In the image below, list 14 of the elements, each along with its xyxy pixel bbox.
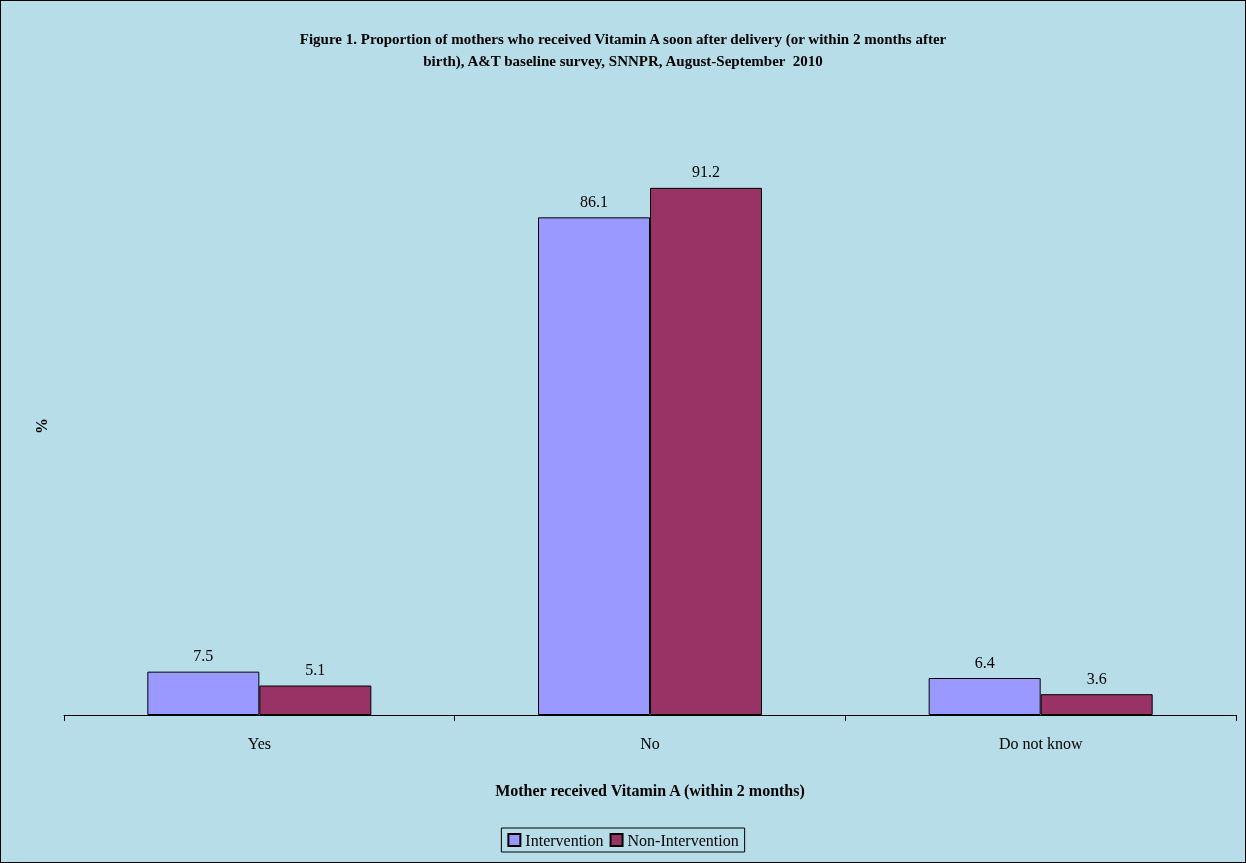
x-tick-label: No — [640, 734, 660, 752]
data-label: 86.1 — [580, 192, 608, 210]
data-label: 91.2 — [692, 163, 720, 181]
data-label: 7.5 — [193, 647, 214, 665]
data-label: 5.1 — [305, 661, 326, 679]
chart-title: Figure 1. Proportion of mothers who received Vitamin A soon after delivery (or within 2 months after birth), A&T baseline survey, SNNPR, August-September 2010 — [299, 31, 947, 70]
x-axis-title: Mother received Vitamin A (within 2 months) — [495, 781, 805, 800]
y-axis-title: % — [32, 418, 50, 434]
x-tick-label: Do not know — [998, 734, 1083, 752]
data-label: 6.4 — [974, 653, 995, 671]
data-label: 3.6 — [1086, 669, 1107, 687]
legend-label: Non-Intervention — [627, 831, 739, 849]
x-tick-label: Yes — [247, 734, 271, 752]
legend-label: Intervention — [525, 831, 604, 849]
